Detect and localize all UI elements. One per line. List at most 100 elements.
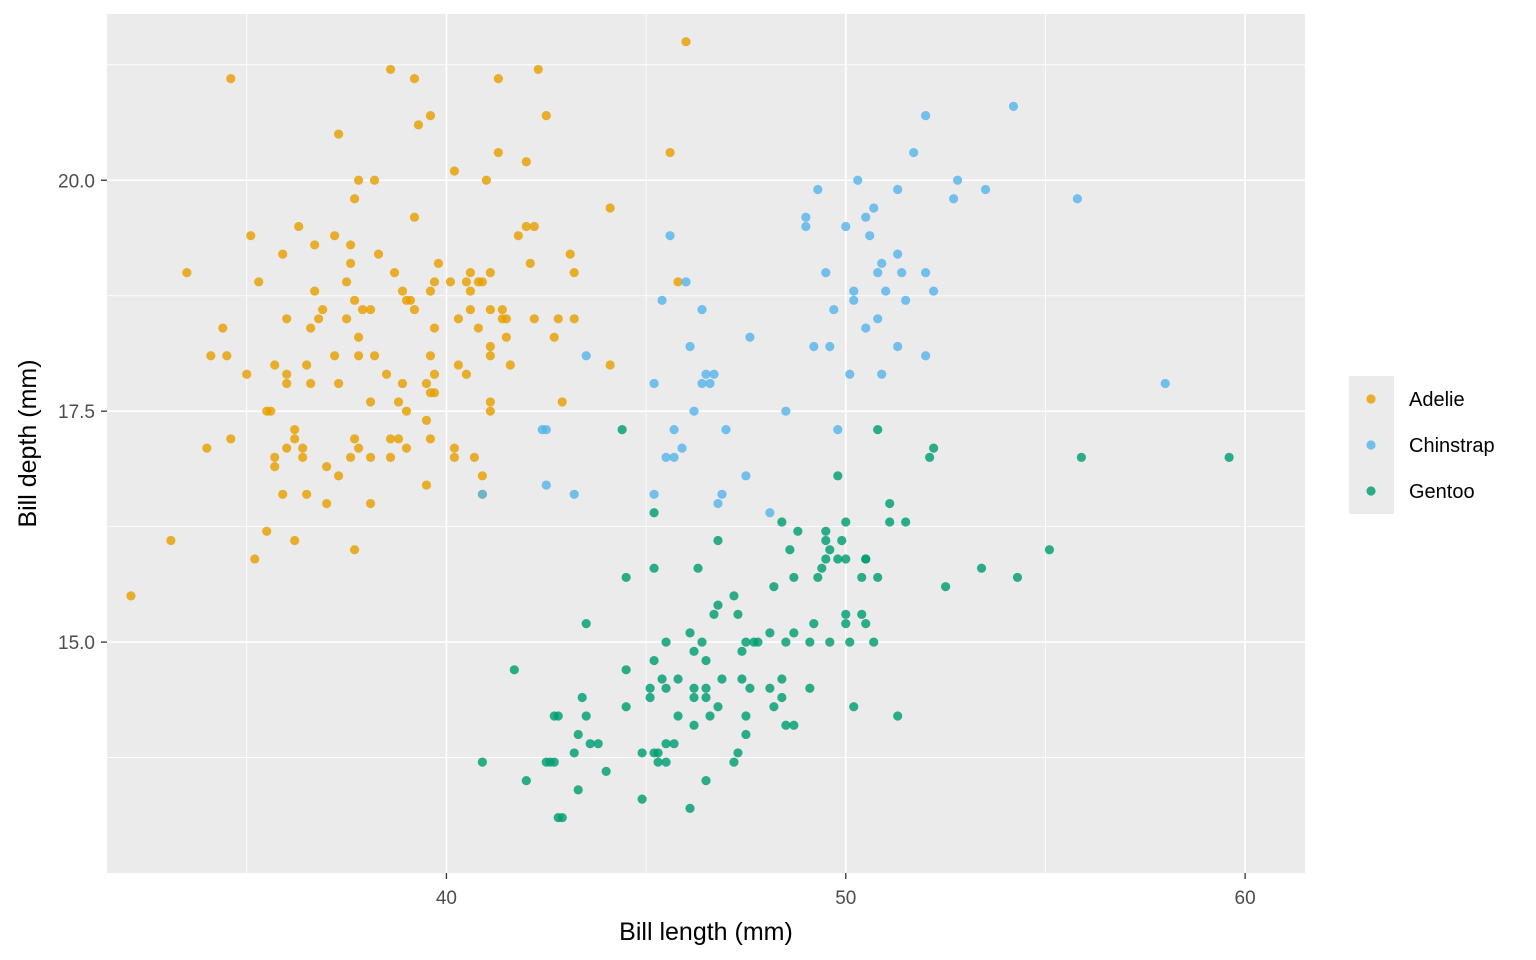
data-point-gentoo [737, 674, 747, 684]
data-point-adelie [206, 351, 216, 361]
data-point-adelie [421, 480, 432, 490]
data-point-chinstrap [873, 314, 883, 324]
data-point-gentoo [885, 517, 895, 527]
data-point-chinstrap [685, 341, 695, 352]
data-point-adelie [250, 554, 260, 564]
data-point-chinstrap [893, 184, 903, 195]
data-point-chinstrap [677, 443, 687, 453]
data-point-gentoo [825, 637, 835, 647]
data-points [126, 37, 1234, 823]
data-point-adelie [242, 369, 252, 379]
data-point-chinstrap [881, 286, 891, 296]
x-tick-label: 50 [835, 888, 856, 909]
data-point-gentoo [976, 563, 987, 573]
data-point-gentoo [581, 711, 591, 721]
data-point-chinstrap [813, 184, 823, 195]
data-point-chinstrap [809, 341, 819, 352]
data-point-chinstrap [845, 369, 855, 379]
data-point-adelie [389, 268, 400, 278]
data-point-adelie [349, 545, 360, 555]
data-point-gentoo [689, 683, 699, 693]
data-point-gentoo [653, 757, 663, 767]
data-point-chinstrap [713, 498, 723, 509]
data-point-chinstrap [665, 231, 675, 241]
data-point-gentoo [929, 443, 939, 453]
data-point-gentoo [649, 563, 659, 573]
data-point-gentoo [901, 517, 911, 527]
data-point-adelie [501, 314, 511, 324]
data-point-gentoo [661, 637, 671, 647]
data-point-chinstrap [697, 304, 707, 315]
data-point-adelie [549, 332, 559, 342]
data-point-adelie [465, 286, 475, 296]
data-point-gentoo [573, 785, 583, 795]
data-point-chinstrap [980, 184, 991, 195]
data-point-gentoo [821, 526, 831, 536]
data-point-gentoo [837, 535, 847, 546]
data-point-adelie [270, 360, 280, 370]
legend-item-chinstrap: Chinstrap [1366, 435, 1495, 457]
data-point-gentoo [789, 720, 799, 730]
data-point-adelie [270, 461, 280, 472]
data-point-chinstrap [909, 147, 919, 158]
data-point-adelie [429, 388, 440, 398]
data-point-chinstrap [921, 351, 931, 361]
data-point-adelie [310, 286, 320, 296]
data-point-adelie [409, 304, 420, 315]
y-axis: 15.0 17.5 20.0 [58, 171, 107, 654]
data-point-adelie [334, 129, 344, 139]
data-point-adelie [353, 332, 364, 342]
legend-label: Adelie [1409, 389, 1465, 411]
data-point-adelie [314, 314, 324, 324]
data-point-adelie [290, 425, 300, 435]
data-point-adelie [485, 304, 495, 315]
x-axis: 40 50 60 [436, 873, 1256, 909]
legend: Adelie Chinstrap Gentoo [1349, 376, 1495, 514]
data-point-gentoo [941, 582, 951, 592]
data-point-adelie [349, 434, 360, 444]
data-point-gentoo [1224, 452, 1234, 462]
data-point-adelie [298, 452, 308, 462]
data-point-adelie [453, 360, 464, 370]
data-point-gentoo [825, 545, 835, 555]
data-point-gentoo [765, 628, 775, 638]
data-point-gentoo [701, 655, 711, 666]
data-point-gentoo [769, 582, 779, 592]
data-point-adelie [565, 249, 575, 259]
data-point-adelie [557, 397, 567, 407]
x-tick-label: 60 [1235, 888, 1256, 909]
data-point-adelie [485, 341, 495, 352]
data-point-adelie [529, 314, 539, 324]
data-point-chinstrap [741, 471, 751, 481]
data-point-chinstrap [669, 425, 679, 435]
data-point-gentoo [833, 554, 843, 564]
data-point-gentoo [701, 776, 711, 786]
data-point-adelie [481, 175, 491, 185]
data-point-chinstrap [893, 249, 903, 259]
data-point-gentoo [781, 637, 791, 647]
data-point-gentoo [1044, 545, 1055, 555]
data-point-adelie [409, 74, 420, 84]
data-point-adelie [397, 286, 408, 296]
data-point-adelie [369, 351, 380, 361]
x-axis-title: Bill length (mm) [619, 918, 793, 946]
data-point-gentoo [689, 720, 699, 730]
data-point-adelie [533, 64, 543, 75]
data-point-gentoo [813, 572, 823, 583]
y-tick-label: 15.0 [58, 633, 95, 654]
data-point-adelie [569, 314, 579, 324]
data-point-adelie [373, 249, 384, 259]
data-point-adelie [521, 221, 531, 232]
data-point-gentoo [685, 628, 695, 638]
data-point-adelie [278, 489, 288, 499]
data-point-gentoo [777, 517, 787, 527]
data-point-chinstrap [781, 406, 791, 416]
data-point-adelie [353, 175, 364, 185]
data-point-gentoo [769, 702, 779, 712]
data-point-chinstrap [801, 221, 811, 232]
data-point-adelie [397, 378, 408, 389]
data-point-adelie [449, 452, 460, 462]
data-point-gentoo [1076, 452, 1086, 462]
data-point-chinstrap [869, 203, 879, 213]
